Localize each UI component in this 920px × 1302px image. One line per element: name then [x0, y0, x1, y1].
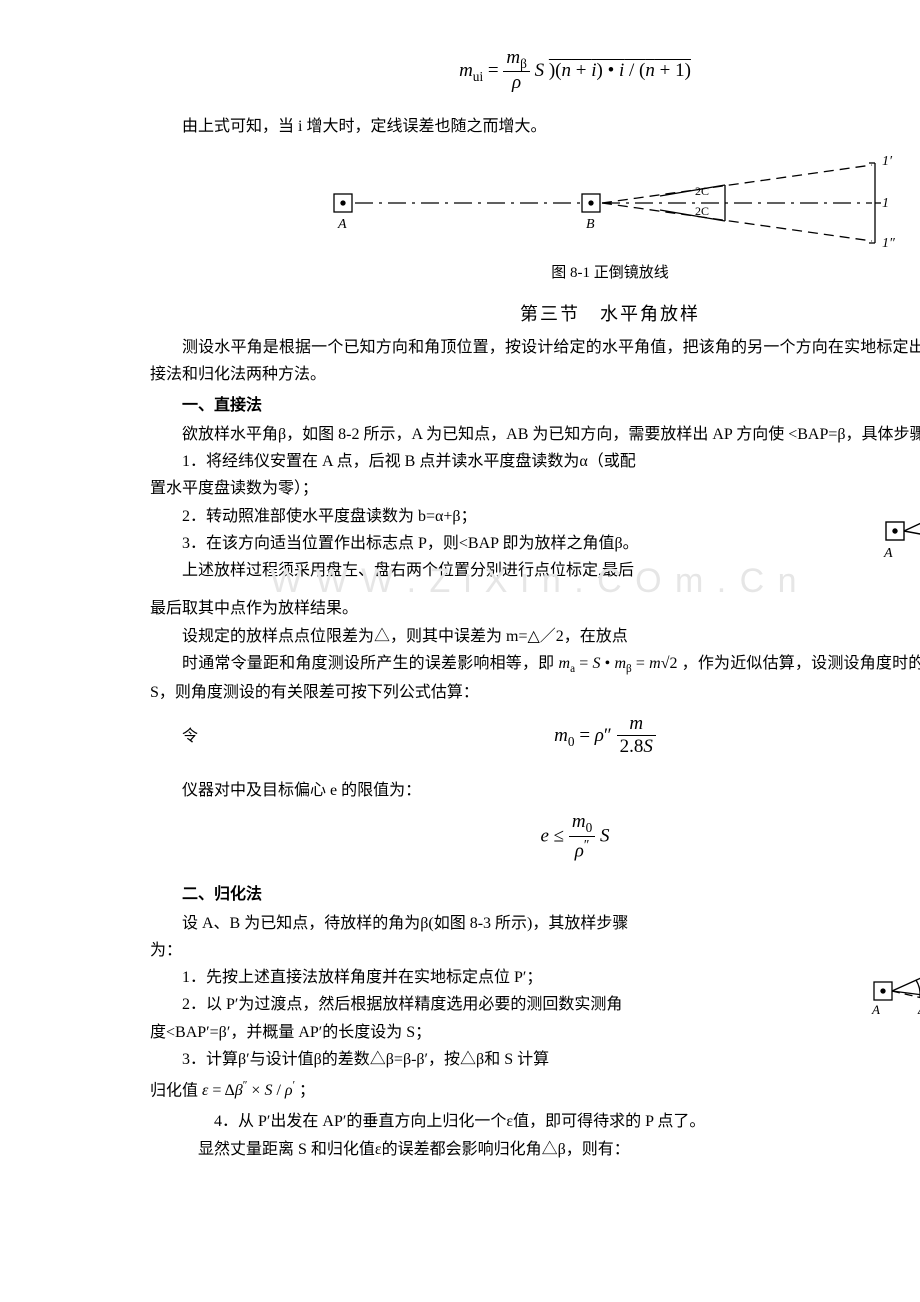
figure-8-3: A B L S β β′ Δβ P′ ε P [870, 914, 920, 1044]
sub1-step3: 3．在该方向适当位置作出标志点 P，则<BAP 即为放样之角值β。 [150, 530, 920, 557]
sub1-p5: 设规定的放样点点位限差为△，则其中误差为 m=△／2，在放点 [150, 623, 916, 650]
sub2-p5: 显然丈量距离 S 和归化值ε的误差都会影响归化角△β，则有： [150, 1136, 920, 1163]
figure-8-3-container: A B L S β β′ Δβ P′ ε P [870, 914, 920, 1053]
figure-8-2: A B P β [880, 452, 920, 582]
sub2-p3: 归化值 ε = Δβ″ × S / ρ′ ； [150, 1077, 315, 1105]
sub2-step3: 3．计算β′与设计值β的差数△β=β-β′，按△β和 S 计算 [150, 1046, 920, 1073]
section-3-title: 第三节 水平角放样 [150, 299, 920, 330]
sub1-p7: 仪器对中及目标偏心 e 的限值为： [150, 777, 920, 804]
figure-8-1-caption: 图 8-1 正倒镜放线 [150, 261, 920, 287]
sub2-step4: 4．从 P′出发在 AP′的垂直方向上归化一个ε值，即可得待求的 P 点了。 [150, 1108, 920, 1135]
subsection-2-title: 二、归化法 [150, 881, 920, 908]
sub1-p1: 欲放样水平角β，如图 8-2 所示，A 为已知点，AB 为已知方向，需要放样出 … [150, 421, 920, 448]
sub2-p1b: 为： [150, 937, 920, 964]
equation-8-4-row: 令 m0 = ρ″ m 2.8S （8-4） [150, 714, 920, 759]
sub1-p6a: 时通常令量距和角度测设所产生的误差影响相等，即 [182, 655, 554, 672]
page-content: mui = mβ ρ S )(n + i) • i / (n + 1) （8-3… [150, 48, 920, 1163]
sub1-p4a: 上述放样过程须采用盘左、盘右两个位置分别进行点位标定,最后 [150, 557, 920, 584]
fig82-caption: 8-2 直接法放样水平角 [916, 623, 920, 650]
sub1-p5-row: 设规定的放样点点位限差为△，则其中误差为 m=△／2，在放点 8-2 直接法放样… [150, 623, 920, 650]
sub2-wrap-block: A B L S β β′ Δβ P′ ε P 设 A、B 为已知点，待放样的角为… [150, 910, 920, 1073]
sub2-step2b: 度<BAP′=β′，并概量 AP′的长度设为 S； [150, 1019, 920, 1046]
inline-eq-eps: ε = Δβ″ × S / ρ′ ； [202, 1082, 315, 1099]
equation-8-3-row: mui = mβ ρ S )(n + i) • i / (n + 1) （8-3… [150, 48, 920, 95]
eq84-prefix: 令 [150, 723, 210, 750]
sub2-p3-tail: 归化值 [150, 1082, 198, 1099]
section3-intro: 测设水平角是根据一个已知方向和角顶位置，按设计给定的水平角值，把该角的另一个方向… [150, 334, 920, 388]
sub2-step2a: 2．以 P′为过渡点，然后根据放样精度选用必要的测回数实测角 [150, 991, 920, 1018]
fig81-label-1: 1 [882, 196, 889, 211]
sub1-step1a: 1．将经纬仪安置在 A 点，后视 B 点并读水平度盘读数为α（或配 [150, 448, 920, 475]
sub1-step1b: 置水平度盘读数为零）； [150, 475, 920, 502]
fig81-label-2c-1: 2C [695, 184, 709, 198]
fig81-label-2c-2: 2C [695, 204, 709, 218]
equation-8-4: m0 = ρ″ m 2.8S [210, 714, 920, 759]
fig81-label-1pp: 1″ [882, 236, 895, 251]
note-after-8-3: 由上式可知，当 i 增大时，定线误差也随之而增大。 [150, 113, 920, 140]
fig82-A: A [883, 546, 893, 561]
sub1-step1-wrap: 1．将经纬仪安置在 A 点，后视 B 点并读水平度盘读数为α（或配 置水平度盘读… [150, 448, 920, 584]
sub1-step2: 2．转动照准部使水平度盘读数为 b=α+β； [150, 503, 920, 530]
sub1-p6: 时通常令量距和角度测设所产生的误差影响相等，即 ma = S • mβ = m√… [150, 650, 920, 706]
fig81-label-A: A [337, 217, 347, 232]
sub2-p3-row: 归化值 ε = Δβ″ × S / ρ′ ； 8-3 归化放线 [150, 1073, 920, 1109]
inline-eq-ma: ma = S • mβ = m√2 [559, 655, 678, 672]
figure-8-1: A B 1′ 1 1″ 2C 2C [320, 150, 900, 255]
equation-8-5: e ≤ m0 ρ″ S [150, 812, 920, 863]
fig81-label-B: B [586, 217, 595, 232]
sub2-step1: 1．先按上述直接法放样角度并在实地标定点位 P′； [150, 964, 920, 991]
sub1-wrap-block: W W W . Z i X i n . C O m . C n [150, 448, 920, 595]
sub2-p1a: 设 A、B 为已知点，待放样的角为β(如图 8-3 所示)，其放样步骤 [150, 910, 920, 937]
subsection-1-title: 一、直接法 [150, 392, 920, 419]
fig83-A: A [871, 1002, 880, 1017]
equation-8-3: mui = mβ ρ S )(n + i) • i / (n + 1) [150, 48, 920, 95]
sub1-p4b: 最后取其中点作为放样结果。 [150, 595, 920, 622]
equation-8-5-row: e ≤ m0 ρ″ S （8-5） [150, 812, 920, 863]
fig81-label-1p: 1′ [882, 154, 893, 169]
figure-8-2-container: A B P β [880, 452, 920, 591]
